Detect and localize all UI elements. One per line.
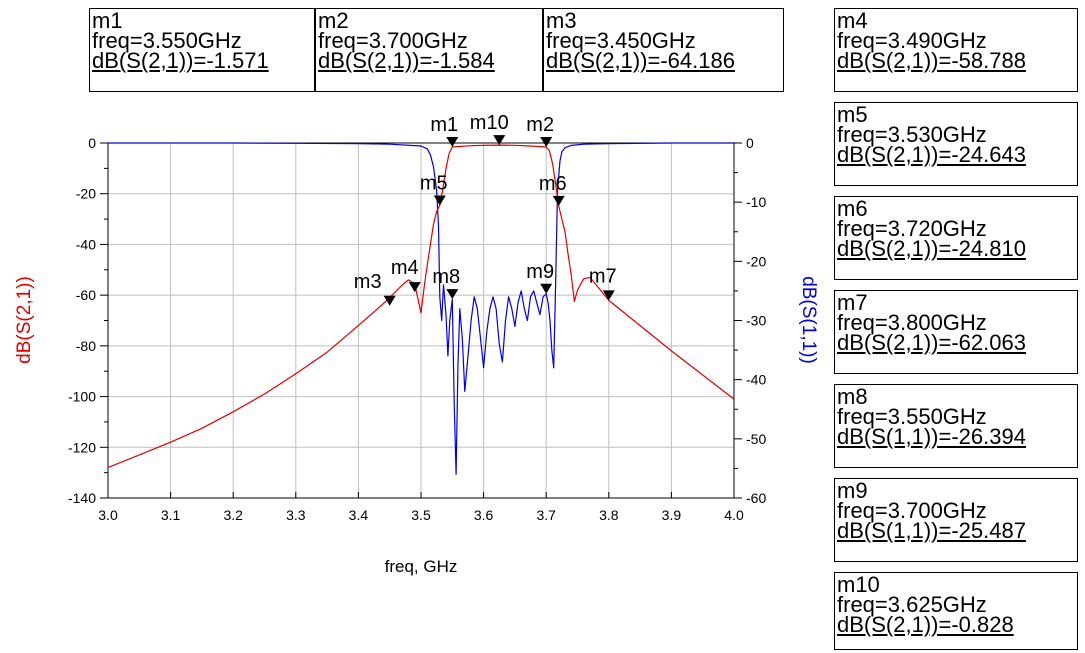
marker-name: m4 [837, 8, 868, 33]
x-tick-label: 3.4 [349, 507, 369, 523]
marker-m7-label: m7 [589, 265, 617, 287]
marker-readout-m4: m4 freq=3.490GHz dB(S(2,1))=-58.788 [834, 8, 1078, 92]
marker-m1-label: m1 [430, 114, 458, 136]
x-tick-label: 3.8 [599, 507, 619, 523]
y-left-tick-label: -120 [68, 439, 96, 455]
y-right-tick-label: -30 [746, 313, 766, 329]
marker-m4-triangle [408, 282, 421, 293]
y-left-tick-label: -80 [76, 338, 96, 354]
marker-value: dB(S(2,1))=-62.063 [837, 330, 1026, 355]
marker-m9-triangle [540, 283, 553, 294]
marker-m6-triangle [552, 195, 565, 206]
marker-name: m9 [837, 478, 868, 503]
marker-readout-m7: m7 freq=3.800GHz dB(S(2,1))=-62.063 [834, 290, 1078, 374]
marker-readout-m9: m9 freq=3.700GHz dB(S(1,1))=-25.487 [834, 478, 1078, 562]
y-left-tick-label: -60 [76, 287, 96, 303]
marker-m7-triangle [602, 290, 615, 301]
x-tick-label: 3.3 [286, 507, 306, 523]
tick-labels: 3.0 3.1 3.2 3.3 3.4 3.5 3.6 3.7 3.8 3.9 4.0 0 -20 -40… [68, 135, 766, 523]
marker-m8-triangle [446, 289, 459, 300]
x-tick-label: 3.0 [98, 507, 118, 523]
marker-m8-label: m8 [432, 266, 460, 288]
y-left-tick-label: 0 [88, 135, 96, 151]
marker-m5-triangle [433, 195, 446, 206]
marker-value: dB(S(2,1))=-24.810 [837, 236, 1026, 261]
y-right-tick-label: 0 [746, 135, 754, 151]
y-axis-label-left: dB(S(2,1)) [14, 276, 35, 364]
plot-frame [107, 142, 735, 499]
y-left-tick-label: -100 [68, 389, 96, 405]
marker-freq: freq=3.450GHz [546, 28, 696, 53]
x-tick-label: 3.5 [411, 507, 431, 523]
x-axis-label: freq, GHz [385, 557, 458, 576]
marker-m3-triangle [383, 295, 396, 306]
marker-m10-label: m10 [470, 112, 509, 134]
marker-name: m7 [837, 290, 868, 315]
y-right-tick-label: -40 [746, 372, 766, 388]
marker-value: dB(S(2,1))=-1.584 [318, 48, 495, 73]
markers: m1 m2 m3 m4 m5 m6 m7 m8 m9 m10 [354, 112, 617, 306]
marker-name: m8 [837, 384, 868, 409]
s11-line [108, 142, 734, 475]
marker-value: dB(S(2,1))=-24.643 [837, 142, 1026, 167]
marker-m9-label: m9 [526, 261, 554, 283]
x-tick-label: 3.1 [161, 507, 181, 523]
grid-lines [107, 142, 735, 499]
marker-readout-m3: m3 freq=3.450GHz dB(S(2,1))=-64.186 [543, 8, 784, 92]
marker-freq: freq=3.550GHz [92, 28, 242, 53]
x-tick-label: 3.2 [223, 507, 243, 523]
s21-line [107, 144, 735, 469]
marker-freq: freq=3.700GHz [318, 28, 468, 53]
x-tick-label: 4.0 [724, 507, 744, 523]
curves [107, 142, 735, 475]
marker-readout-m5: m5 freq=3.530GHz dB(S(2,1))=-24.643 [834, 102, 1078, 186]
x-tick-label: 3.9 [662, 507, 682, 523]
marker-value: dB(S(2,1))=-0.828 [837, 612, 1014, 637]
marker-freq: freq=3.625GHz [837, 592, 987, 617]
y-right-tick-label: -60 [746, 490, 766, 506]
marker-m2-triangle [540, 137, 553, 148]
y-right-tick-label: -20 [746, 253, 766, 269]
marker-m3-label: m3 [354, 271, 382, 293]
marker-value: dB(S(2,1))=-58.788 [837, 48, 1026, 73]
marker-freq: freq=3.800GHz [837, 310, 987, 335]
sparameter-chart: 3.0 3.1 3.2 3.3 3.4 3.5 3.6 3.7 3.8 3.9 4.0 0 -20 -40… [14, 112, 819, 576]
y-right-tick-label: -10 [746, 194, 766, 210]
marker-readout-m1: m1 freq=3.550GHz dB(S(2,1))=-1.571 [89, 8, 315, 92]
marker-name: m5 [837, 102, 868, 127]
marker-readout-m10: m10 freq=3.625GHz dB(S(2,1))=-0.828 [834, 572, 1078, 650]
marker-name: m1 [92, 8, 123, 33]
marker-m10-triangle [493, 135, 506, 146]
y-left-tick-label: -20 [76, 186, 96, 202]
y-left-tick-label: -40 [76, 236, 96, 252]
axes [100, 142, 742, 499]
marker-value: dB(S(2,1))=-64.186 [546, 48, 735, 73]
marker-freq: freq=3.720GHz [837, 216, 987, 241]
marker-m2-label: m2 [526, 114, 554, 136]
marker-name: m10 [837, 572, 880, 597]
marker-m6-label: m6 [539, 173, 567, 195]
marker-readout-m6: m6 freq=3.720GHz dB(S(2,1))=-24.810 [834, 196, 1078, 280]
x-tick-label: 3.6 [474, 507, 494, 523]
marker-freq: freq=3.530GHz [837, 122, 987, 147]
marker-value: dB(S(1,1))=-26.394 [837, 424, 1026, 449]
y-right-tick-label: -50 [746, 431, 766, 447]
marker-name: m3 [546, 8, 577, 33]
marker-value: dB(S(1,1))=-25.487 [837, 518, 1026, 543]
marker-readout-m2: m2 freq=3.700GHz dB(S(2,1))=-1.584 [315, 8, 543, 92]
marker-freq: freq=3.700GHz [837, 498, 987, 523]
marker-name: m2 [318, 8, 349, 33]
y-left-tick-label: -140 [68, 490, 96, 506]
y-axis-label-right: dB(S(1,1)) [798, 276, 819, 364]
marker-m4-label: m4 [391, 257, 419, 279]
marker-m1-triangle [446, 136, 459, 147]
x-tick-label: 3.7 [536, 507, 556, 523]
marker-readout-m8: m8 freq=3.550GHz dB(S(1,1))=-26.394 [834, 384, 1078, 468]
marker-name: m6 [837, 196, 868, 221]
marker-m5-label: m5 [420, 172, 448, 194]
marker-freq: freq=3.550GHz [837, 404, 987, 429]
marker-freq: freq=3.490GHz [837, 28, 987, 53]
marker-value: dB(S(2,1))=-1.571 [92, 48, 269, 73]
